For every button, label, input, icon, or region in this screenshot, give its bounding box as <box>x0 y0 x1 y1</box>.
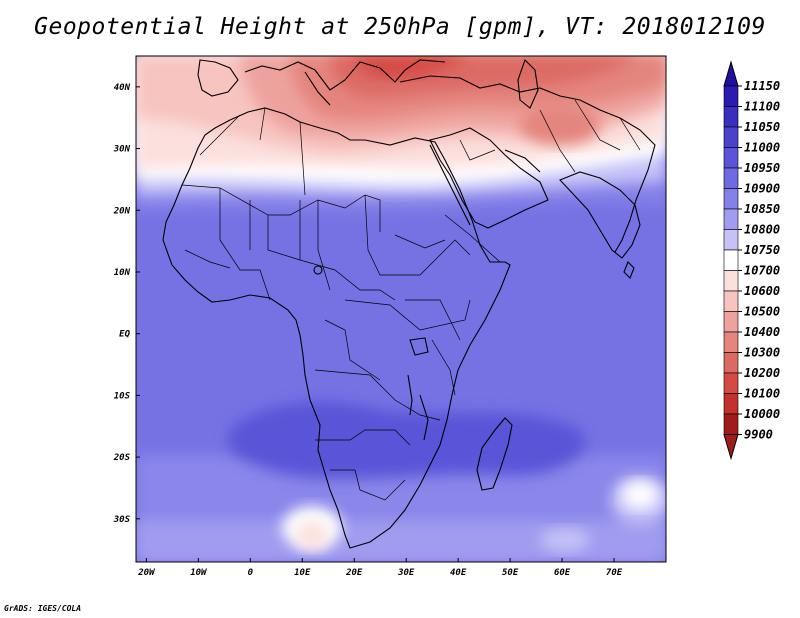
colorbar-swatch <box>723 188 739 210</box>
lat-tick-label: 10S <box>114 391 131 401</box>
colorbar-label: 10000 <box>744 407 780 421</box>
country-borders <box>181 99 641 501</box>
colorbar-label: 11000 <box>744 141 780 155</box>
coastlines <box>162 58 656 549</box>
lon-tick-label: 20E <box>345 568 363 578</box>
colorbar-label: 9900 <box>744 428 773 442</box>
colorbar-swatch <box>723 290 739 312</box>
lon-tick-label: 0 <box>248 568 254 578</box>
colorbar-swatch <box>723 352 739 374</box>
colorbar-swatch <box>723 126 739 148</box>
height-field <box>136 56 666 562</box>
colorbar-swatch <box>723 167 739 189</box>
colorbar-swatch <box>723 229 739 251</box>
colorbar-swatch <box>723 85 739 107</box>
lon-tick-label: 20W <box>137 568 156 578</box>
colorbar-swatch <box>723 413 739 435</box>
colorbar-swatch <box>723 249 739 271</box>
lon-tick-label: 10W <box>190 568 208 578</box>
colorbar-label: 11150 <box>744 79 780 93</box>
lat-axis: 40N 30N 20N 10N EQ 10S 20S 30S <box>113 83 140 525</box>
colorbar-label: 10850 <box>744 202 780 216</box>
colorbar-swatch <box>723 106 739 128</box>
lat-tick-label: 30S <box>113 515 131 525</box>
colorbar: 11150 11100 11050 11000 10950 10900 10850 10800… <box>723 60 780 461</box>
colorbar-label: 10200 <box>744 366 780 380</box>
colorbar-label: 10100 <box>744 387 780 401</box>
colorbar-swatch <box>723 372 739 394</box>
lat-tick-label: 20N <box>113 206 131 216</box>
lat-tick-label: 40N <box>114 83 131 93</box>
lon-axis: 20W 10W 0 10E 20E 30E 40E 50E 60E 70E <box>137 558 623 578</box>
colorbar-top-arrow <box>723 60 739 87</box>
lon-tick-label: 60E <box>554 568 571 578</box>
colorbar-label: 10500 <box>744 305 780 319</box>
colorbar-label: 10950 <box>744 161 780 175</box>
lat-tick-label: 20S <box>113 453 131 463</box>
colorbar-label: 10900 <box>744 182 780 196</box>
map-frame <box>135 55 667 563</box>
map-title: Geopotential Height at 250hPa [gpm], VT:… <box>34 14 766 40</box>
lon-tick-label: 10E <box>294 568 311 578</box>
lon-tick-label: 70E <box>606 568 623 578</box>
colorbar-label: 10300 <box>744 346 780 360</box>
colorbar-swatch <box>723 147 739 169</box>
colorbar-label: 11100 <box>744 100 780 114</box>
colorbar-swatch <box>723 331 739 353</box>
colorbar-label: 10600 <box>744 284 780 298</box>
colorbar-swatch <box>723 311 739 333</box>
lon-tick-label: 40E <box>450 568 467 578</box>
lat-tick-label: 10N <box>114 268 131 278</box>
lat-tick-label: EQ <box>119 330 130 340</box>
colorbar-label: 10750 <box>744 243 780 257</box>
colorbar-swatch <box>723 208 739 230</box>
colorbar-label: 10800 <box>744 223 780 237</box>
colorbar-swatch <box>723 393 739 415</box>
colorbar-swatch <box>723 270 739 292</box>
lon-tick-label: 50E <box>502 568 519 578</box>
colorbar-label: 11050 <box>744 120 780 134</box>
colorbar-label: 10700 <box>744 264 780 278</box>
colorbar-bottom-arrow <box>723 434 739 461</box>
colorbar-label: 10400 <box>744 325 780 339</box>
credit-text: GrADS: IGES/COLA <box>4 604 82 613</box>
lat-tick-label: 30N <box>113 145 131 155</box>
lon-tick-label: 30E <box>397 568 415 578</box>
